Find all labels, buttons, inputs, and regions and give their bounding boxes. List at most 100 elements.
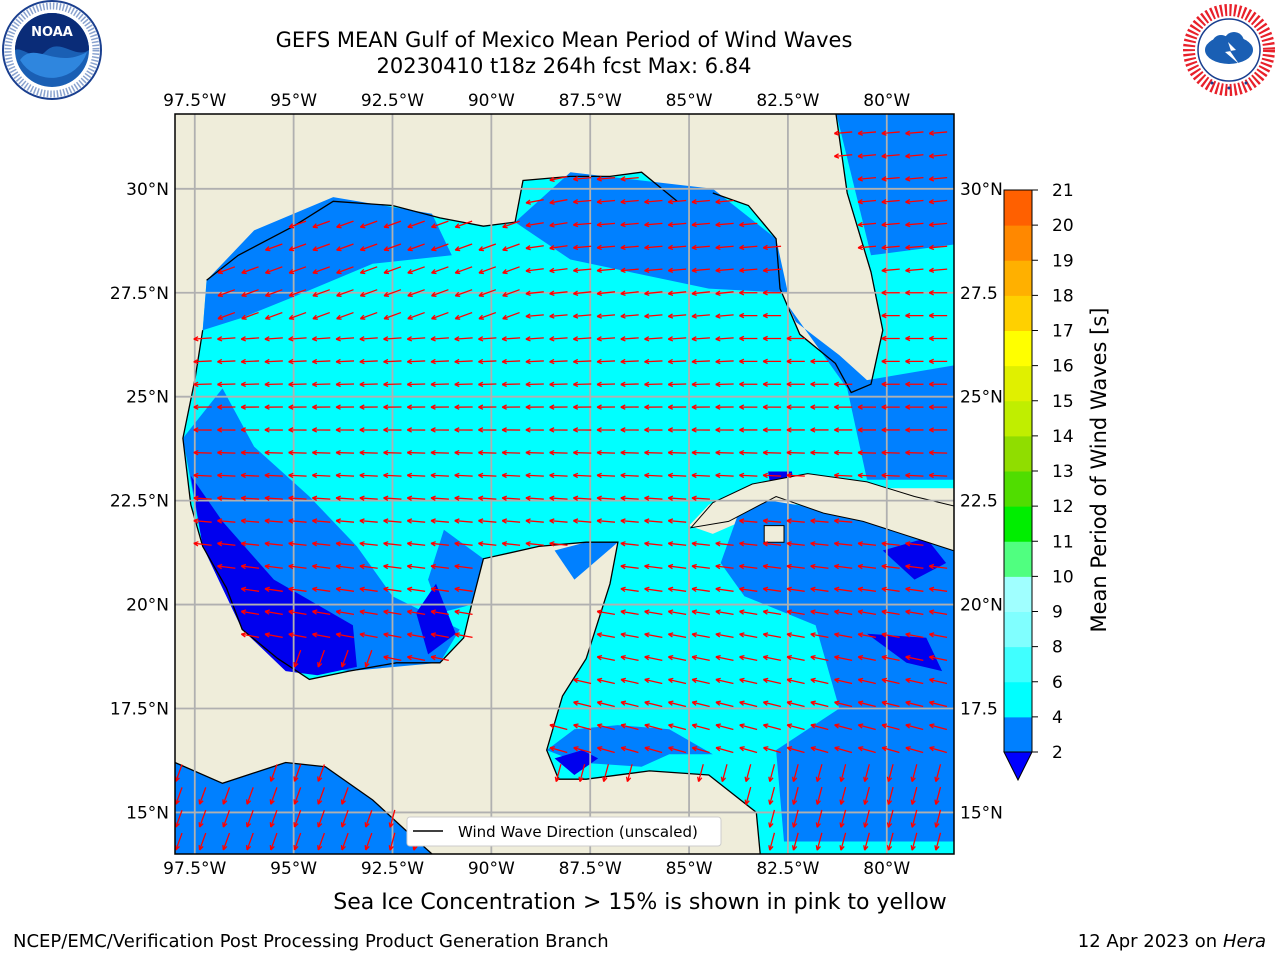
wave-direction-arrow (383, 586, 402, 593)
wave-direction-arrow (525, 222, 544, 228)
wave-direction-arrow (715, 472, 734, 479)
wave-direction-arrow (312, 449, 331, 456)
wave-direction-arrow (928, 312, 948, 319)
wave-direction-arrow (691, 449, 710, 456)
mexico-coast (182, 330, 761, 854)
wave-direction-arrow (454, 220, 473, 229)
lon-label-top: 97.5°W (163, 91, 226, 111)
wave-direction-arrow (525, 495, 544, 501)
wave-direction-arrow (881, 449, 900, 456)
wave-direction-arrow (620, 609, 639, 615)
wave-direction-arrow (691, 381, 710, 388)
wave-direction-arrow (644, 700, 663, 708)
wave-direction-arrow (863, 832, 870, 851)
wave-direction-arrow (572, 336, 592, 342)
wave-direction-arrow (644, 723, 663, 731)
wave-direction-arrow (359, 632, 378, 639)
wave-direction-arrow (312, 427, 331, 433)
wave-direction-arrow (549, 245, 568, 251)
wave-direction-arrow (905, 221, 924, 228)
period-zone-2-4s-7 (554, 542, 618, 580)
wave-direction-arrow (715, 404, 734, 410)
wave-direction-arrow (691, 609, 710, 615)
wave-direction-arrow (810, 586, 829, 593)
wave-direction-arrow (596, 723, 615, 731)
wave-direction-arrow (312, 541, 331, 547)
wave-direction-arrow (667, 518, 687, 524)
wave-direction-arrow (881, 221, 900, 228)
wave-direction-arrow (715, 199, 734, 205)
wave-direction-arrow (644, 541, 663, 547)
wave-direction-arrow (525, 245, 544, 251)
wave-direction-arrow (269, 787, 278, 805)
wave-direction-arrow (340, 787, 349, 805)
colorbar-tick-label: 16 (1052, 357, 1074, 377)
wave-direction-arrow (525, 199, 544, 205)
wave-direction-arrow (193, 336, 212, 342)
wave-direction-arrow (264, 358, 283, 365)
wave-direction-arrow (335, 541, 355, 547)
wave-direction-arrow (478, 336, 497, 342)
wave-direction-arrow (834, 677, 853, 685)
wave-direction-arrow (691, 563, 710, 570)
colorbar: 2 4 6 8 9 10 11 12 13 14 15 16 17 18 19 20 21 (1003, 181, 1074, 782)
colorbar-segment (1004, 506, 1032, 542)
lon-label-top: 80°W (863, 91, 910, 111)
wave-direction-arrow (691, 700, 710, 708)
wave-direction-arrow (739, 541, 758, 547)
wave-direction-arrow (312, 289, 330, 297)
wave-direction-arrow (454, 518, 473, 524)
wave-direction-arrow (910, 786, 918, 805)
wave-direction-arrow (430, 472, 449, 479)
wave-direction-arrow (905, 290, 924, 296)
wave-direction-arrow (501, 427, 521, 433)
wave-direction-arrow (572, 495, 592, 501)
wave-direction-arrow (312, 495, 331, 501)
wave-direction-arrow (839, 764, 847, 783)
wave-direction-arrow (739, 404, 758, 410)
wave-direction-arrow (644, 495, 663, 501)
wave-direction-arrow (715, 313, 734, 319)
wave-direction-arrow (573, 176, 592, 182)
wave-direction-arrow (454, 632, 473, 639)
wave-direction-arrow (217, 541, 236, 547)
wave-direction-arrow (430, 449, 449, 456)
wave-direction-arrow (317, 764, 325, 782)
wave-direction-arrow (739, 472, 758, 479)
lat-label-left: 30°N (126, 180, 169, 200)
wave-direction-arrow (312, 472, 331, 479)
wave-direction-arrow (791, 786, 799, 805)
lon-label-bottom: 97.5°W (163, 859, 226, 879)
wave-direction-arrow (602, 764, 609, 783)
wave-direction-arrow (359, 472, 378, 479)
wave-direction-arrow (596, 632, 615, 639)
wave-direction-arrow (335, 586, 355, 593)
wave-direction-arrow (364, 809, 373, 828)
wave-direction-arrow (478, 541, 497, 547)
wave-direction-arrow (833, 541, 853, 547)
axis-ticks: 97.5°W 97.5°W 95°W 95°W 92.5°W 92.5°W 90°W 90°W… (110, 91, 1003, 879)
wave-direction-arrow (810, 632, 829, 639)
wave-direction-arrow (549, 381, 568, 388)
wave-direction-arrow (293, 764, 302, 782)
colorbar-tick-label: 6 (1052, 673, 1063, 693)
wave-direction-arrow (193, 472, 212, 479)
wave-direction-arrow (288, 243, 307, 252)
colorbar-segment (1004, 365, 1032, 402)
wave-direction-arrow (264, 289, 283, 297)
wave-direction-arrow (525, 267, 544, 274)
wave-direction-arrow (739, 312, 758, 319)
wave-direction-arrow (240, 336, 260, 342)
wave-direction-arrow (288, 449, 307, 456)
wave-direction-arrow (762, 518, 782, 524)
wave-direction-arrow (834, 404, 853, 410)
wave-direction-arrow (644, 244, 663, 251)
wave-direction-arrow (739, 381, 758, 387)
wave-direction-arrow (241, 289, 259, 297)
wave-direction-arrow (762, 267, 782, 274)
wave-direction-arrow (502, 243, 520, 252)
wave-direction-arrow (928, 609, 948, 615)
wave-direction-arrow (644, 221, 663, 228)
wave-direction-arrow (791, 764, 799, 783)
wave-direction-arrow (715, 358, 734, 365)
